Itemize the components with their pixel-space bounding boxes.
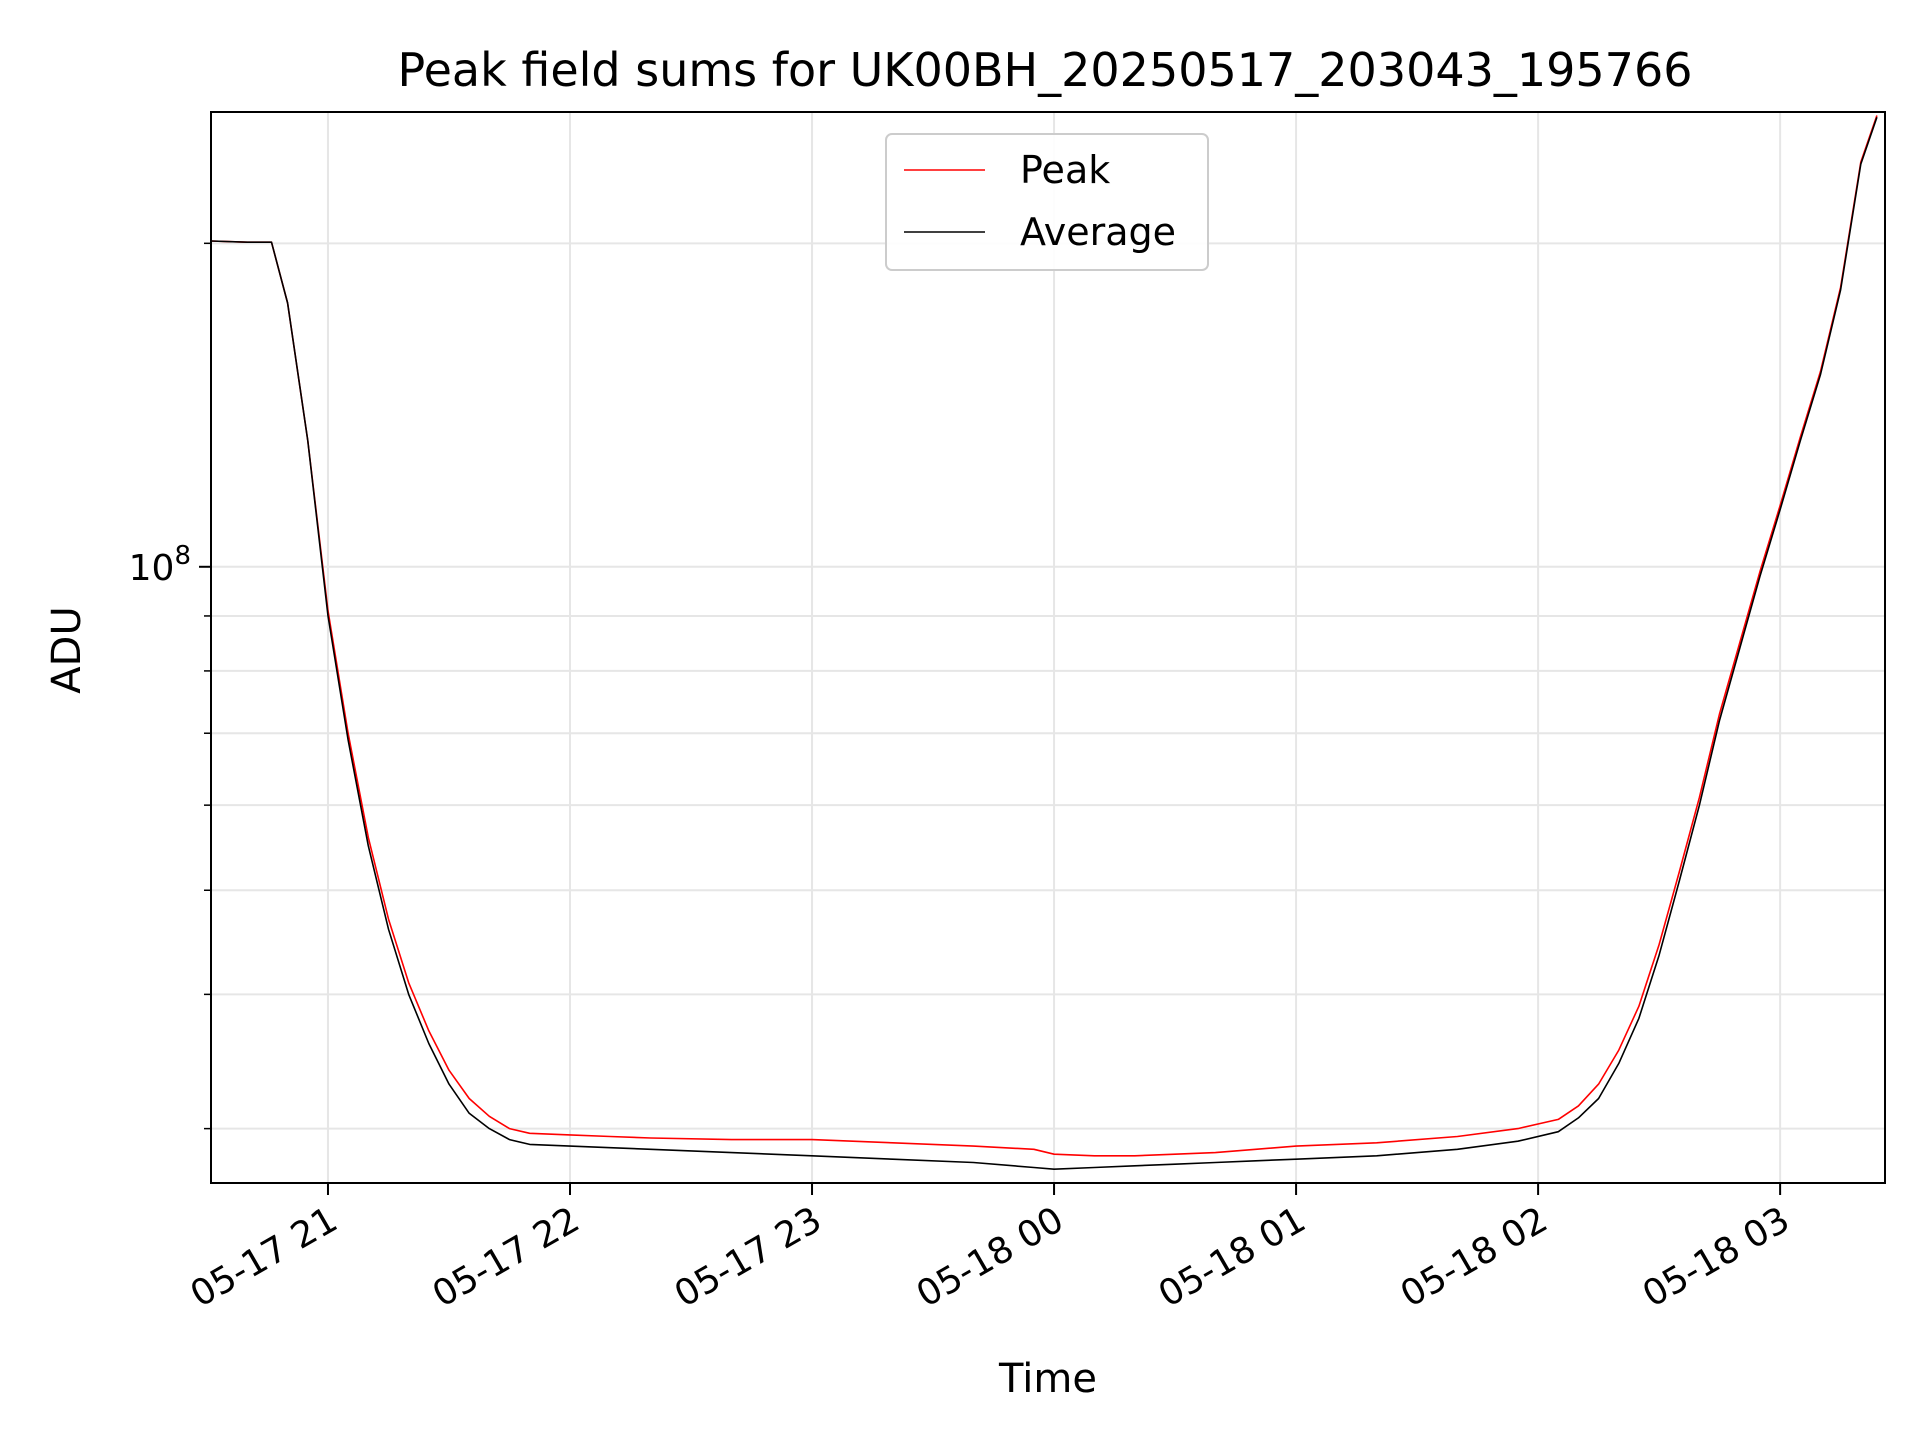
y-axis-label: ADU bbox=[44, 606, 90, 693]
legend-box bbox=[885, 133, 1209, 271]
legend: Peak Average bbox=[885, 133, 1209, 271]
x-axis-label: Time bbox=[998, 1356, 1097, 1402]
legend-label-peak: Peak bbox=[1020, 148, 1110, 192]
y-tick-label: 108 bbox=[129, 541, 191, 589]
legend-label-average: Average bbox=[1020, 210, 1176, 254]
chart-title: Peak field sums for UK00BH_20250517_2030… bbox=[398, 43, 1693, 97]
plot-frame bbox=[210, 111, 1886, 1184]
series-line-peak bbox=[210, 115, 1878, 1157]
y-axis: 108 bbox=[129, 242, 211, 1130]
plot-lines bbox=[210, 115, 1878, 1170]
series-line-average bbox=[210, 117, 1878, 1170]
